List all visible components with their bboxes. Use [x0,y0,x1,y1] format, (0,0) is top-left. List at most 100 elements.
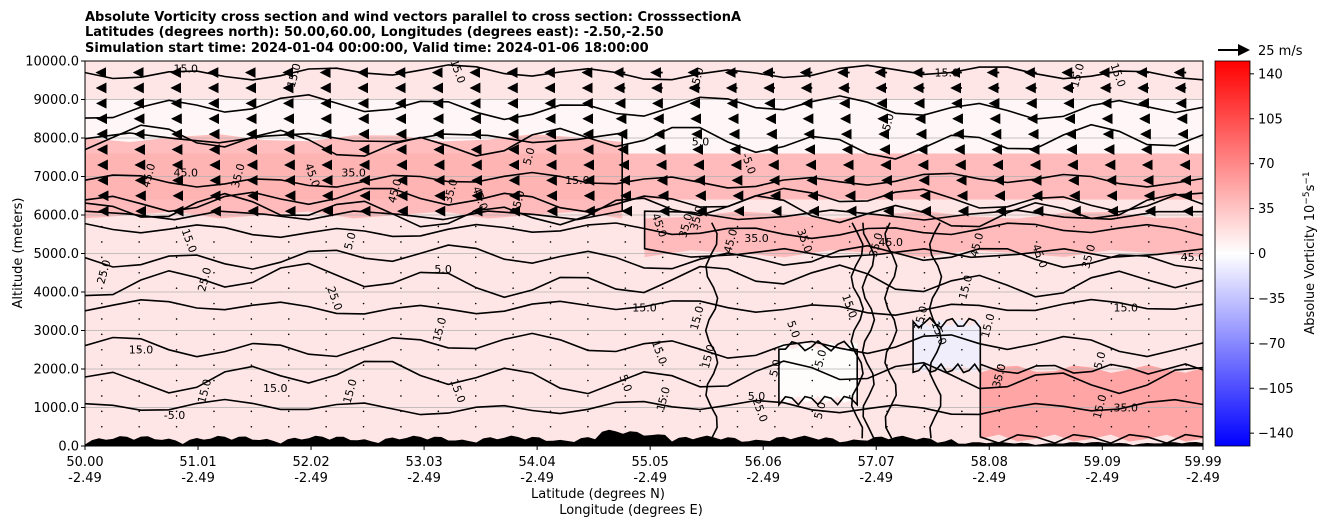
wind-vector [175,364,178,366]
wind-vector [961,256,963,259]
wind-vector [250,225,253,228]
wind-vector [886,287,888,289]
colorbar-tick-label: 105 [1258,112,1283,127]
wind-vector [138,410,140,413]
terrain-fill [85,429,1203,446]
wind-vector [699,256,701,259]
wind-vector [100,318,103,320]
wind-vector [774,410,776,413]
contour-label: 5.0 [1091,350,1108,370]
wind-vector [998,348,1001,351]
wind-vector [811,318,814,320]
gridlines [85,99,1203,408]
wind-vector [474,333,477,336]
wind-vector [400,256,402,259]
wind-vector [699,379,701,382]
contour-label: 15.0 [173,63,198,76]
wind-vector [474,395,477,397]
wind-vector [437,225,440,228]
y-tick-label: 9000.0 [34,93,80,108]
colorbar-tick-label: 35 [1258,202,1275,217]
wind-vectors [95,67,1193,428]
wind-vector [213,287,215,289]
contour-line [85,398,1203,416]
wind-vector [325,225,327,228]
wind-vector [587,287,589,289]
wind-vector [362,364,365,366]
contour-line [85,360,1203,395]
wind-vector [811,348,814,351]
y-tick-label: 5000.0 [34,247,80,262]
x-tick-label-lon: -2.49 [633,471,667,486]
contour-line [85,262,1203,299]
wind-vector [774,271,776,274]
colorbar-tick-label: −105 [1258,382,1294,397]
wind-vector [998,379,1001,382]
wind-vector [138,333,140,336]
contour-label: 35.0 [688,204,707,231]
wind-vector [138,395,140,397]
title-line-2: Latitudes (degrees north): 50.00,60.00, … [85,25,664,40]
colorbar [1214,60,1251,447]
wind-vector [736,271,739,274]
contour-label: 5.0 [692,136,710,149]
wind-vector [811,333,814,336]
x-tick-label-lat: 50.00 [66,455,103,470]
wind-vector [1110,225,1113,228]
wind-vector [138,348,140,351]
wind-vector [325,333,327,336]
wind-vector [362,287,365,289]
wind-vector [587,379,589,382]
wind-vector [1185,302,1188,305]
wind-vector [474,364,477,366]
wind-vector [213,302,215,305]
wind-vector [886,225,888,228]
contour-label: 15.0 [688,66,707,93]
x-tick-label-lon: -2.49 [68,471,102,486]
wind-vector [512,410,514,413]
wind-vector [1035,364,1038,366]
wind-vector [624,318,627,320]
wind-vector [699,348,701,351]
wind-vector [362,395,365,397]
wind-vector [998,410,1001,413]
wind-vector [961,364,963,366]
wind-vector [549,318,552,320]
x-tick-label-lon: -2.49 [1085,471,1119,486]
contour-label: 15.0 [285,62,304,89]
wind-vector [923,256,926,259]
wind-vector [998,287,1001,289]
contour-label: 5.0 [342,231,359,251]
wind-vector [1148,379,1150,382]
wind-vector [400,410,402,413]
wind-vector [138,256,140,259]
contour-label: 15.0 [956,274,975,301]
wind-vector [287,395,290,397]
wind-vector [175,287,178,289]
contour-label: 35.0 [676,212,695,239]
contour-label: 45.0 [967,231,986,258]
wind-vector [325,271,327,274]
wind-vector [587,410,589,413]
x-tick-label-lon: -2.49 [407,471,441,486]
contour-label: 45.0 [1181,251,1206,264]
wind-vector [287,348,290,351]
wind-vector [848,225,851,228]
wind-vector [250,271,253,274]
wind-vector [250,379,253,382]
wind-vector [736,256,739,259]
contour-label: -5.0 [164,409,185,422]
wind-vector [474,271,477,274]
contour-label: 45.0 [173,167,198,180]
wind-vector [325,256,327,259]
wind-vector [549,333,552,336]
wind-vector [512,241,514,243]
wind-vector [1073,364,1075,366]
wind-vector [437,364,440,366]
contour-label: 15.0 [632,301,657,314]
wind-vector [250,395,253,397]
wind-vector [362,425,365,428]
contour-line [85,64,1203,81]
wind-vector [811,225,814,228]
wind-vector [661,425,664,428]
